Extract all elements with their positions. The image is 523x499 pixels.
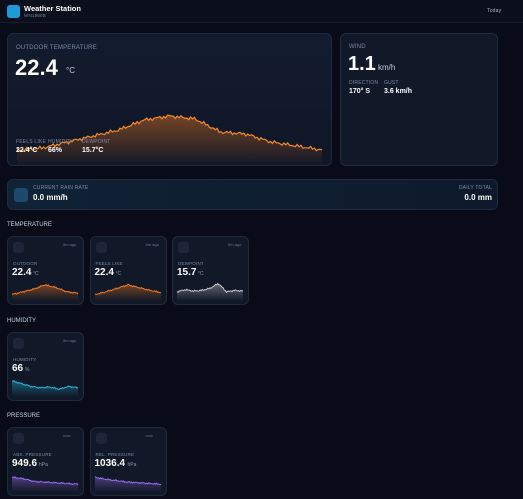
unit: hPa <box>127 462 137 468</box>
label: DAILY TOTAL <box>458 185 492 191</box>
age: now <box>63 433 71 438</box>
sparkline <box>11 283 79 301</box>
unit: °C <box>198 271 204 277</box>
metric-icon <box>13 338 24 349</box>
stat-label: GUST <box>384 80 399 86</box>
sparkline <box>94 283 161 301</box>
value: 1036.4 <box>94 458 126 469</box>
metric-icon <box>95 433 107 444</box>
unit: % <box>25 367 30 373</box>
age: 5m ago <box>63 242 77 247</box>
label: REL. PRESSURE <box>95 452 135 457</box>
sparkline-line <box>11 476 79 486</box>
section-title: TEMPERATURE <box>7 222 52 228</box>
label: OUTDOOR <box>13 261 38 266</box>
sparkline-area <box>12 476 78 492</box>
stat-label: FEELS LIKE <box>16 139 47 145</box>
value: 0.0 mm/h <box>33 193 68 202</box>
value: 949.6 <box>12 458 38 469</box>
unit: °C <box>115 271 122 277</box>
age: 5m ago <box>63 338 77 343</box>
sparkline-line <box>176 282 244 294</box>
metric-icon <box>178 242 189 253</box>
metric-icon <box>95 242 107 253</box>
unit: hPa <box>39 462 48 468</box>
stat-label: DEWPOINT <box>82 139 111 145</box>
sparkline <box>176 282 244 301</box>
stat-value: 66% <box>48 147 63 154</box>
unit: km/h <box>378 63 396 72</box>
sparkline-area <box>177 283 243 301</box>
metric-icon <box>13 242 24 253</box>
label: CURRENT RAIN RATE <box>33 185 89 191</box>
age: 5m ago <box>145 242 159 247</box>
sparkline-area <box>12 380 78 397</box>
value: 22.4 <box>94 267 114 278</box>
value: 1.1 <box>348 53 376 75</box>
sparkline <box>11 476 79 492</box>
stat-value: 170° S <box>349 88 371 95</box>
sparkline-line <box>16 114 323 152</box>
sparkline-area <box>12 284 78 301</box>
label: OUTDOOR TEMPERATURE <box>16 45 97 51</box>
section-title: HUMIDITY <box>7 318 36 324</box>
stat-value: 3.6 km/h <box>384 88 413 95</box>
label: DEWPOINT <box>178 261 204 266</box>
section-title: PRESSURE <box>7 413 41 419</box>
sparkline-line <box>94 283 161 296</box>
value: 0.0 mm <box>464 193 492 202</box>
age: now <box>145 433 153 438</box>
age: 5m ago <box>228 242 242 247</box>
stat-label: DIRECTION <box>349 80 379 86</box>
label: ABS. PRESSURE <box>13 452 52 457</box>
label: HUMIDITY <box>13 357 37 362</box>
stat-value: 15.7°C <box>82 147 104 154</box>
stat-label: HUMIDITY <box>48 139 74 145</box>
sparkline <box>94 476 161 492</box>
value: 22.4 <box>12 267 32 278</box>
range[interactable]: Today <box>487 8 502 14</box>
subtitle: WN1980B <box>24 13 46 18</box>
header <box>0 0 523 23</box>
value: 66 <box>12 363 24 374</box>
sparkline-area <box>94 284 161 301</box>
rain-icon <box>14 188 28 202</box>
stat-value: 22.4°C <box>16 147 38 154</box>
unit: °C <box>33 271 39 277</box>
app-icon <box>7 5 20 18</box>
unit: °C <box>66 66 75 75</box>
outdoor-sparkline <box>16 114 323 167</box>
sparkline-area <box>94 476 161 492</box>
rain-card <box>7 179 498 210</box>
sparkline-line <box>11 283 79 296</box>
sparkline-line <box>94 476 161 486</box>
metric-icon <box>13 433 24 444</box>
wind-card <box>340 33 498 166</box>
value: 22.4 <box>15 55 58 80</box>
outdoor-card <box>7 33 332 167</box>
title: Weather Station <box>24 4 81 13</box>
value: 15.7 <box>177 267 197 278</box>
sparkline-line <box>11 380 79 391</box>
sparkline <box>11 380 79 397</box>
label: WIND <box>349 44 366 50</box>
sparkline-area <box>17 115 322 167</box>
label: FEELS LIKE <box>95 261 123 266</box>
